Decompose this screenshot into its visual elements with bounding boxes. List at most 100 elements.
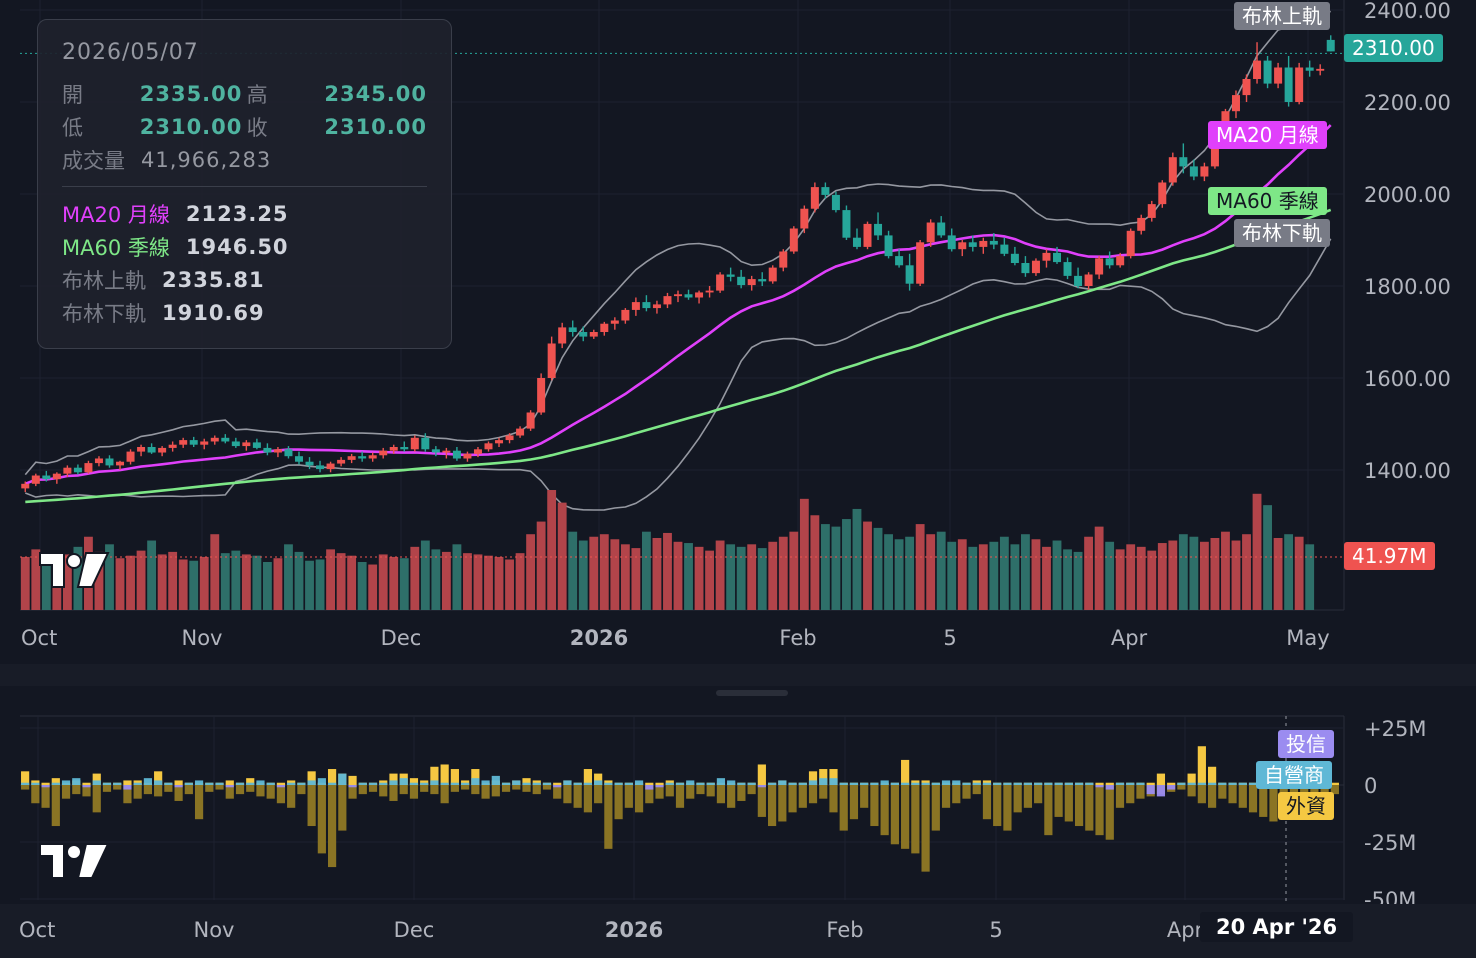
institutional-bar xyxy=(1095,785,1104,836)
volume-bar xyxy=(610,539,620,610)
candle-body xyxy=(21,483,30,489)
volume-bar xyxy=(747,544,757,610)
institutional-bar xyxy=(594,780,603,785)
institutional-bar xyxy=(1320,785,1329,799)
institutional-bar xyxy=(430,780,439,785)
candle-body xyxy=(947,235,956,250)
volume-bar xyxy=(294,551,304,610)
institutional-bar xyxy=(849,785,859,820)
volume-bar xyxy=(189,560,199,610)
institutional-bar xyxy=(113,785,122,790)
institutional-bar xyxy=(1064,782,1073,785)
institutional-bar xyxy=(1330,785,1339,795)
institutional-bar xyxy=(972,785,981,795)
institutional-bar xyxy=(82,785,91,797)
institutional-bar xyxy=(1105,782,1114,785)
institutional-bar xyxy=(553,782,562,785)
institutional-bar xyxy=(665,782,674,785)
institutional-bar xyxy=(1115,782,1125,785)
volume-bar xyxy=(999,536,1009,610)
institutional-bar xyxy=(72,778,81,785)
volume-bar xyxy=(620,544,630,610)
candle-body xyxy=(210,437,219,442)
institutional-bar xyxy=(287,782,296,785)
institutional-bar xyxy=(368,785,378,792)
sub-time-tick-label: 5 xyxy=(989,918,1002,942)
institutional-bar xyxy=(532,782,541,785)
institutional-bar xyxy=(1187,773,1196,785)
volume-bar xyxy=(1031,539,1041,610)
institutional-bar xyxy=(1085,782,1094,785)
volume-bar xyxy=(484,555,493,610)
volume-bar xyxy=(399,558,409,610)
volume-bar xyxy=(1157,543,1167,610)
institutional-bar xyxy=(123,785,132,790)
institutional-bar xyxy=(481,780,490,785)
institutional-bar xyxy=(348,775,357,785)
volume-bar xyxy=(1294,536,1304,610)
high-value: 2345.00 xyxy=(324,81,427,106)
candle-body xyxy=(158,447,167,453)
ma20-tag: MA20 月線 xyxy=(1208,121,1327,149)
candle-body xyxy=(1116,256,1125,266)
candle-body xyxy=(31,475,40,484)
candle-body xyxy=(537,378,546,413)
institutional-bar xyxy=(941,780,951,785)
institutional-bar xyxy=(614,785,623,820)
candle-body xyxy=(642,302,651,309)
pane-resize-handle[interactable] xyxy=(716,690,788,696)
volume-bar xyxy=(852,508,862,610)
institutional-bar xyxy=(870,785,879,827)
volume-bar xyxy=(1210,538,1220,610)
candle-body xyxy=(1021,263,1030,274)
institutional-bar xyxy=(1167,782,1176,785)
institutional-bar xyxy=(184,785,193,795)
institutional-bar xyxy=(82,782,91,785)
volume-bar xyxy=(631,548,641,610)
candle-body xyxy=(94,458,103,464)
institutional-bar xyxy=(1044,785,1053,836)
volume-bar xyxy=(252,555,262,610)
candle-body xyxy=(516,428,525,436)
institutional-bar xyxy=(358,782,367,785)
institutional-bar xyxy=(788,782,797,785)
volume-bars xyxy=(20,490,1344,610)
volume-bar xyxy=(1273,538,1283,610)
institutional-bar xyxy=(389,773,398,785)
volume-bar xyxy=(1105,541,1115,610)
institutional-bar xyxy=(164,782,173,785)
volume-bar xyxy=(568,531,578,610)
pane-divider[interactable] xyxy=(0,686,1476,708)
candle-body xyxy=(231,441,240,447)
sub-time-tick-label: Feb xyxy=(826,918,863,942)
institutional-bar xyxy=(522,782,531,785)
candle-body xyxy=(105,458,114,466)
candle-body xyxy=(284,449,293,457)
volume-label: 成交量 xyxy=(62,148,125,173)
volume-bar xyxy=(136,550,146,610)
institutional-bar xyxy=(675,785,685,808)
candle-body xyxy=(1200,166,1209,177)
institutional-bar xyxy=(952,785,961,804)
candle-body xyxy=(852,237,861,247)
institutional-bar xyxy=(338,773,347,785)
institutional-bar xyxy=(1197,785,1206,804)
volume-bar xyxy=(357,562,367,610)
candle-body xyxy=(1095,258,1104,275)
institutional-bar xyxy=(1248,785,1258,813)
volume-bar xyxy=(947,541,957,610)
volume-bar xyxy=(936,531,946,610)
ohlc-legend: 2026/05/07 開 2335.00 高 2345.00 低 2310.00… xyxy=(37,19,452,349)
institutional-bar xyxy=(982,785,992,820)
institutional-bar xyxy=(328,782,337,785)
institutional-bar xyxy=(450,769,459,785)
candle-body xyxy=(663,296,672,305)
volume-bar xyxy=(1073,551,1083,610)
institutional-bar xyxy=(1013,785,1022,813)
institutional-bar xyxy=(287,785,296,808)
high-label: 高 xyxy=(246,82,268,107)
candle-body xyxy=(189,440,198,445)
candle-body xyxy=(1158,182,1167,205)
institutional-bar xyxy=(1238,785,1247,808)
institutional-bar xyxy=(235,785,245,795)
